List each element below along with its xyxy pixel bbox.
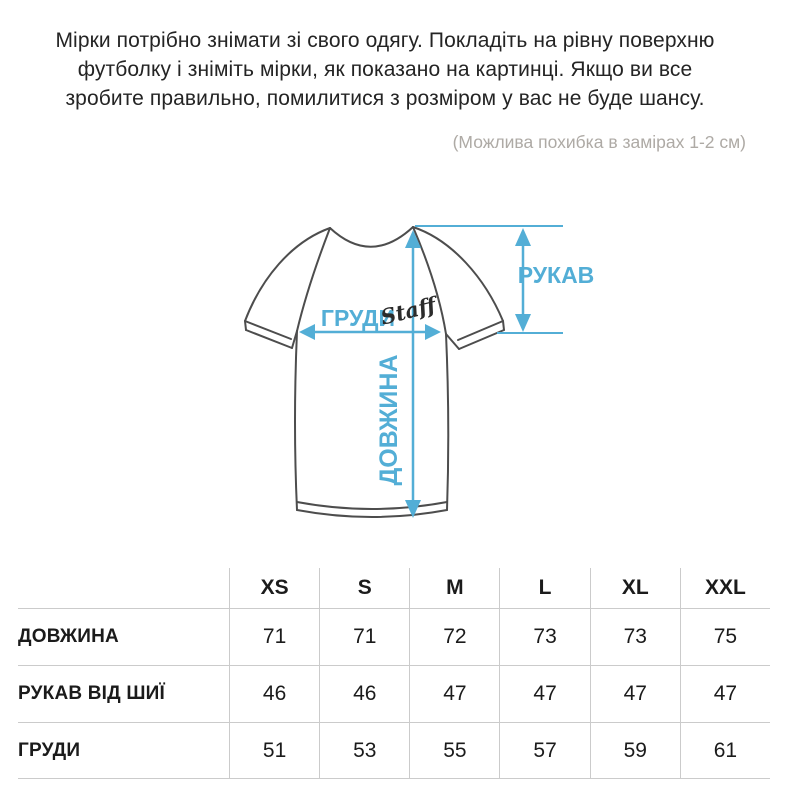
col-header-l: L bbox=[499, 568, 589, 608]
row-label-chest: ГРУДИ bbox=[18, 722, 229, 779]
cell-sleeve-xs: 46 bbox=[229, 665, 320, 722]
intro-line-1: Мірки потрібно знімати зі свого одягу. П… bbox=[55, 29, 715, 52]
cell-sleeve-l: 47 bbox=[499, 665, 590, 722]
cell-chest-s: 53 bbox=[319, 722, 410, 779]
tolerance-note: (Можлива похибка в замірах 1-2 см) bbox=[452, 132, 746, 152]
col-header-xl: XL bbox=[589, 568, 680, 608]
cell-length-l: 73 bbox=[499, 608, 590, 665]
cell-sleeve-xl: 47 bbox=[589, 665, 680, 722]
col-header-m: M bbox=[409, 568, 499, 608]
intro-paragraph: Мірки потрібно знімати зі свого одягу. П… bbox=[34, 26, 736, 113]
tshirt-measurement-diagram: ГРУДИ ДОВЖИНА РУКАВ Staff bbox=[225, 193, 665, 563]
cell-chest-xxl: 61 bbox=[679, 722, 770, 779]
size-table: XS S M L XL XXL ДОВЖИНА 71 71 72 73 73 7… bbox=[18, 568, 770, 779]
row-label-sleeve: РУКАВ ВІД ШИЇ bbox=[18, 665, 229, 722]
sleeve-ruler-lines bbox=[415, 225, 563, 334]
cell-length-xs: 71 bbox=[229, 608, 320, 665]
brand-logo: Staff bbox=[378, 291, 442, 330]
sleeve-arrow bbox=[515, 228, 531, 332]
cell-length-s: 71 bbox=[319, 608, 410, 665]
sleeve-label: РУКАВ bbox=[518, 262, 595, 288]
col-header-xs: XS bbox=[229, 568, 319, 608]
intro-line-2: футболку і зніміть мірки, як показано на… bbox=[77, 58, 693, 81]
length-label: ДОВЖИНА bbox=[375, 354, 403, 485]
col-header-s: S bbox=[319, 568, 409, 608]
chest-label: ГРУДИ bbox=[321, 305, 395, 331]
cell-sleeve-s: 46 bbox=[319, 665, 410, 722]
cell-chest-xs: 51 bbox=[229, 722, 320, 779]
chest-arrow bbox=[299, 324, 441, 340]
cell-length-xl: 73 bbox=[589, 608, 680, 665]
length-arrow bbox=[405, 230, 421, 518]
row-label-length: ДОВЖИНА bbox=[18, 608, 229, 665]
cell-chest-l: 57 bbox=[499, 722, 590, 779]
cell-sleeve-xxl: 47 bbox=[679, 665, 770, 722]
tshirt-diagram-svg: ГРУДИ ДОВЖИНА РУКАВ Staff bbox=[244, 225, 595, 518]
cell-chest-xl: 59 bbox=[589, 722, 680, 779]
table-corner-cell bbox=[18, 568, 229, 608]
col-header-xxl: XXL bbox=[679, 568, 770, 608]
intro-line-3: зробите правильно, помилитися з розміром… bbox=[65, 87, 705, 110]
cell-length-xxl: 75 bbox=[679, 608, 770, 665]
cell-chest-m: 55 bbox=[409, 722, 500, 779]
cell-length-m: 72 bbox=[409, 608, 500, 665]
tshirt-outline bbox=[244, 226, 505, 518]
cell-sleeve-m: 47 bbox=[409, 665, 500, 722]
